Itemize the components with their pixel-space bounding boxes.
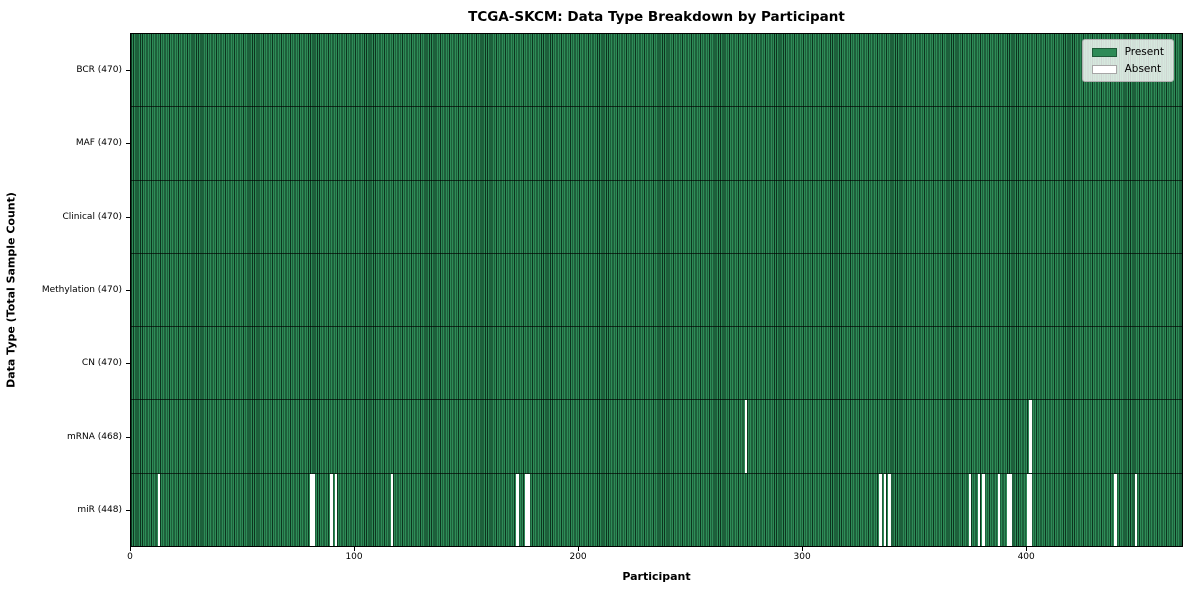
y-tick-mark bbox=[126, 363, 130, 365]
heatmap-row-bcr bbox=[131, 34, 1182, 108]
heatmap-row-methylation bbox=[131, 253, 1182, 328]
absent-gap bbox=[744, 400, 748, 473]
x-tick-label: 300 bbox=[793, 552, 811, 562]
legend-entry-present: Present bbox=[1091, 46, 1164, 58]
legend-entry-absent: Absent bbox=[1091, 63, 1164, 75]
absent-gap bbox=[157, 473, 161, 546]
heatmap-row-mir bbox=[131, 473, 1182, 546]
absent-gap bbox=[968, 473, 972, 546]
x-tick-mark bbox=[130, 547, 131, 551]
plot-area: Present Absent bbox=[130, 33, 1183, 547]
x-tick-mark bbox=[354, 547, 356, 551]
x-tick-label: 200 bbox=[569, 552, 587, 562]
y-tick-mark bbox=[126, 510, 130, 512]
x-tick-mark bbox=[1026, 547, 1028, 551]
absent-gap bbox=[1029, 473, 1032, 546]
absent-gap bbox=[312, 473, 315, 546]
absent-gap bbox=[330, 473, 333, 546]
absent-gap bbox=[982, 473, 985, 546]
absent-gap bbox=[390, 473, 394, 546]
absent-gap bbox=[334, 473, 338, 546]
y-tick-mark bbox=[126, 69, 130, 71]
absent-gap bbox=[525, 473, 528, 546]
y-axis-label: Data Type (Total Sample Count) bbox=[4, 192, 18, 388]
heatmap-row-clinical bbox=[131, 180, 1182, 254]
legend: Present Absent bbox=[1081, 39, 1174, 82]
y-tick-mark bbox=[126, 143, 130, 145]
absent-gap bbox=[516, 473, 519, 546]
absent-gap bbox=[883, 473, 887, 546]
legend-label-absent: Absent bbox=[1124, 63, 1162, 75]
absent-swatch bbox=[1091, 64, 1117, 74]
heatmap-row-cn bbox=[131, 327, 1182, 401]
y-tick-label: miR (448) bbox=[77, 505, 122, 516]
present-swatch bbox=[1091, 47, 1117, 57]
legend-label-present: Present bbox=[1124, 46, 1164, 58]
y-tick-label: CN (470) bbox=[81, 358, 122, 369]
heatmap-row-maf bbox=[131, 107, 1182, 181]
absent-gap bbox=[1009, 473, 1012, 546]
absent-gap bbox=[888, 473, 891, 546]
absent-gap bbox=[1029, 400, 1032, 473]
x-tick-label: 100 bbox=[345, 552, 363, 562]
x-tick-label: 400 bbox=[1017, 552, 1035, 562]
x-tick-label: 0 bbox=[127, 552, 133, 562]
x-axis-label: Participant bbox=[622, 570, 691, 583]
absent-gap bbox=[997, 473, 1001, 546]
absent-gap bbox=[1134, 473, 1137, 546]
y-tick-label: BCR (470) bbox=[76, 64, 122, 75]
y-tick-mark bbox=[126, 436, 130, 438]
absent-gap bbox=[310, 473, 313, 546]
absent-gap bbox=[1114, 473, 1117, 546]
absent-gap bbox=[1026, 473, 1030, 546]
y-tick-label: MAF (470) bbox=[75, 138, 122, 149]
y-tick-mark bbox=[126, 216, 130, 218]
chart-title: TCGA-SKCM: Data Type Breakdown by Partic… bbox=[468, 9, 845, 25]
y-tick-label: Clinical (470) bbox=[62, 211, 122, 222]
x-tick-mark bbox=[578, 547, 580, 551]
y-tick-mark bbox=[126, 290, 130, 291]
absent-gap bbox=[977, 473, 981, 546]
x-tick-mark bbox=[802, 547, 804, 551]
y-tick-label: mRNA (468) bbox=[67, 431, 122, 442]
absent-gap bbox=[879, 473, 882, 546]
heatmap-row-mrna bbox=[131, 400, 1182, 474]
absent-gap bbox=[1006, 473, 1010, 546]
y-tick-label: Methylation (470) bbox=[41, 285, 122, 295]
absent-gap bbox=[527, 473, 530, 546]
